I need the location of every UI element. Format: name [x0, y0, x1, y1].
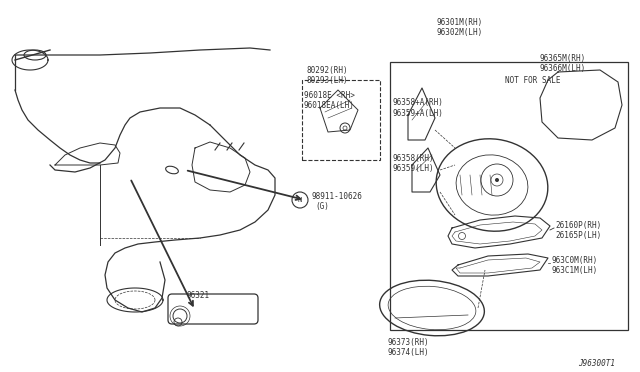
Text: 96359+A(LH): 96359+A(LH) [393, 109, 444, 118]
Text: 80292(RH): 80292(RH) [307, 65, 349, 74]
Text: 963C1M(LH): 963C1M(LH) [552, 266, 598, 275]
Text: 96018EA(LH): 96018EA(LH) [304, 100, 355, 109]
Text: 96366M(LH): 96366M(LH) [540, 64, 586, 73]
Text: 26165P(LH): 26165P(LH) [555, 231, 601, 240]
Text: J96300T1: J96300T1 [578, 359, 615, 369]
Circle shape [495, 178, 499, 182]
Text: 96358(RH): 96358(RH) [393, 154, 435, 163]
Text: 98911-10626: 98911-10626 [312, 192, 363, 201]
Text: 96374(LH): 96374(LH) [387, 347, 429, 356]
Text: 96321: 96321 [186, 292, 209, 301]
Text: 96018E <RH>: 96018E <RH> [304, 90, 355, 99]
Text: 96302M(LH): 96302M(LH) [437, 28, 483, 36]
Text: 96365M(RH): 96365M(RH) [540, 54, 586, 62]
Bar [390, 62, 628, 330]
Text: 963C0M(RH): 963C0M(RH) [552, 256, 598, 264]
Text: 80293(LH): 80293(LH) [307, 76, 349, 84]
Text: 96358+A(RH): 96358+A(RH) [393, 97, 444, 106]
Text: 96301M(RH): 96301M(RH) [437, 17, 483, 26]
Text: (G): (G) [315, 202, 329, 211]
Bar [302, 80, 380, 160]
Text: 96359(LH): 96359(LH) [393, 164, 435, 173]
Text: NOT FOR SALE: NOT FOR SALE [505, 76, 561, 84]
Text: 96373(RH): 96373(RH) [387, 337, 429, 346]
Text: N: N [298, 197, 302, 203]
Text: 26160P(RH): 26160P(RH) [555, 221, 601, 230]
